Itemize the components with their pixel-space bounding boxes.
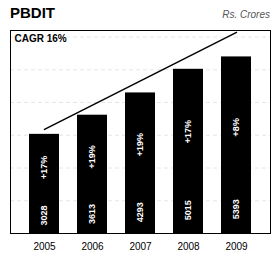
svg-text:2005: 2005 [33,241,56,252]
svg-text:5393: 5393 [231,199,241,219]
svg-text:2009: 2009 [225,241,248,252]
html-text:PBDIT: PBDIT [10,4,55,21]
svg-text:2006: 2006 [81,241,104,252]
svg-text:5015: 5015 [183,200,193,220]
svg-text:4293: 4293 [135,202,145,222]
svg-text:+17%: +17% [183,120,193,143]
svg-text:2007: 2007 [129,241,152,252]
svg-text:+17%: +17% [39,156,49,179]
svg-text:+19%: +19% [87,145,97,168]
svg-text:2008: 2008 [177,241,200,252]
svg-text:+8%: +8% [231,118,241,136]
svg-text:3028: 3028 [39,206,49,226]
svg-text:+19%: +19% [135,133,145,156]
svg-text:CAGR 16%: CAGR 16% [15,33,67,44]
html-text:Rs. Crores: Rs. Crores [222,9,270,20]
svg-text:3613: 3613 [87,204,97,224]
